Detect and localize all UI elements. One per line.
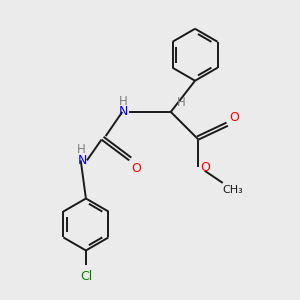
Text: N: N	[78, 154, 87, 167]
Text: H: H	[119, 95, 128, 108]
Text: H: H	[177, 96, 186, 109]
Text: O: O	[131, 162, 141, 175]
Text: H: H	[77, 143, 86, 156]
Text: Cl: Cl	[80, 269, 92, 283]
Text: N: N	[119, 105, 128, 119]
Text: O: O	[201, 161, 211, 174]
Text: O: O	[230, 111, 239, 124]
Text: CH₃: CH₃	[223, 184, 244, 195]
